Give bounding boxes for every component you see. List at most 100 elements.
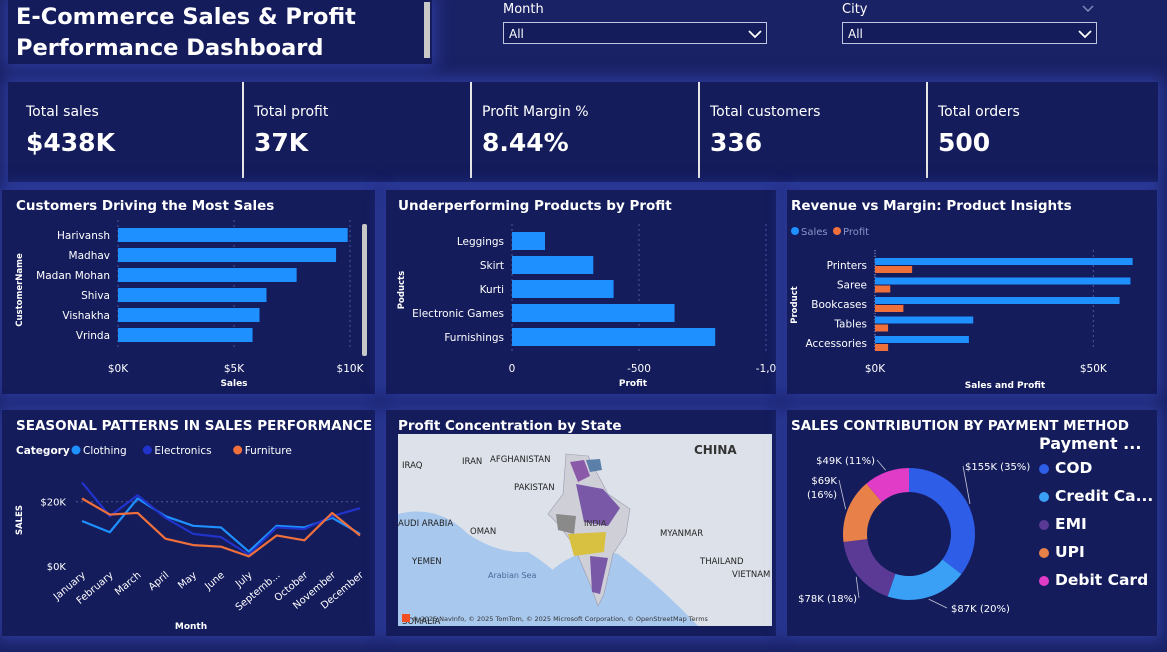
data-label: (16%) bbox=[807, 490, 837, 501]
category-label: Harivansh bbox=[57, 230, 110, 242]
kpi-divider bbox=[242, 82, 244, 178]
tick-label: 0 bbox=[509, 363, 516, 375]
kpi-label: Total orders bbox=[938, 104, 1020, 120]
category-label: Skirt bbox=[480, 260, 504, 272]
legend-dot bbox=[1039, 547, 1049, 558]
kpi-total-customers: Total customers 336 bbox=[692, 82, 920, 182]
map-label: IRAN bbox=[462, 457, 482, 467]
map-label: SOMALIA bbox=[402, 617, 440, 626]
legend-label: EMI bbox=[1055, 515, 1087, 533]
payment-legend: Payment ... COD Credit Ca... EMI UPI Deb… bbox=[1039, 434, 1153, 599]
tick-label: $5K bbox=[224, 363, 245, 375]
microsoft-logo-icon bbox=[402, 614, 410, 622]
state-region bbox=[556, 514, 576, 534]
bar bbox=[512, 328, 716, 346]
city-dropdown-value: All bbox=[848, 27, 863, 41]
category-label: Accessories bbox=[805, 338, 867, 350]
map-canvas: IRAQ IRAN AFGHANISTAN PAKISTAN CHINA IND… bbox=[398, 434, 772, 626]
leader-line bbox=[962, 465, 971, 504]
tick-label: $0K bbox=[47, 562, 67, 573]
sales-bar bbox=[875, 336, 969, 343]
revenue-margin-chart: Sales Profit Printers Saree Bookcases Tables A… bbox=[790, 227, 1133, 391]
kpi-value: 8.44% bbox=[482, 128, 569, 157]
month-dropdown-value: All bbox=[509, 27, 524, 41]
tick-label: $20K bbox=[40, 498, 66, 509]
legend-title: Payment ... bbox=[1039, 434, 1142, 453]
axis-label: Profit bbox=[619, 379, 648, 389]
donut-slice bbox=[843, 483, 882, 543]
dashboard-title-card: E-Commerce Sales & Profit Performance Da… bbox=[8, 0, 432, 64]
city-slicer-label: City bbox=[842, 2, 868, 17]
tick-label: $10K bbox=[337, 363, 365, 375]
bar bbox=[118, 228, 348, 242]
state-profit-map[interactable]: IRAQ IRAN AFGHANISTAN PAKISTAN CHINA IND… bbox=[398, 434, 772, 626]
customers-chart-card: Customers Driving the Most Sales Harivan… bbox=[2, 190, 375, 394]
sales-bar bbox=[875, 316, 974, 324]
legend-item-debit[interactable]: Debit Card bbox=[1039, 571, 1153, 599]
legend-item-cod[interactable]: COD bbox=[1039, 459, 1153, 487]
category-label: Vishakha bbox=[62, 310, 110, 322]
legend-label: Profit bbox=[843, 227, 869, 238]
category-label: Saree bbox=[837, 280, 867, 292]
leader-line bbox=[838, 479, 847, 510]
tick-label: $0K bbox=[108, 363, 129, 375]
map-label: CHINA bbox=[694, 443, 737, 457]
tick-label: June bbox=[202, 570, 227, 593]
kpi-label: Total sales bbox=[26, 104, 99, 120]
leader-line bbox=[928, 598, 948, 609]
state-region bbox=[570, 460, 590, 482]
category-label: Vrinda bbox=[76, 330, 110, 342]
legend-label: Clothing bbox=[83, 445, 127, 457]
kpi-divider bbox=[470, 82, 472, 178]
state-region bbox=[590, 556, 608, 594]
legend-label: Credit Ca... bbox=[1055, 487, 1154, 505]
tick-label: July bbox=[233, 570, 255, 591]
tick-label: -500 bbox=[627, 363, 651, 375]
series-line-electronics bbox=[81, 481, 361, 556]
sales-bar bbox=[875, 277, 1131, 285]
seasonal-chart-card: SEASONAL PATTERNS IN SALES PERFORMANCE C… bbox=[2, 410, 375, 636]
month-dropdown[interactable]: All bbox=[503, 22, 767, 44]
legend-dot bbox=[1039, 491, 1049, 502]
axis-label: Poducts bbox=[397, 271, 407, 309]
kpi-total-sales: Total sales $438K bbox=[8, 82, 236, 182]
legend-label: Debit Card bbox=[1055, 571, 1149, 589]
sales-bar bbox=[875, 258, 1133, 265]
map-label: VIETNAM bbox=[732, 570, 770, 580]
map-label: OMAN bbox=[470, 527, 496, 537]
bar bbox=[118, 288, 267, 302]
city-dropdown[interactable]: All bbox=[842, 22, 1097, 44]
chart-title: Underperforming Products by Profit bbox=[398, 198, 672, 214]
kpi-value: $438K bbox=[26, 128, 115, 157]
chart-title: Revenue vs Margin: Product Insights bbox=[791, 198, 1072, 214]
kpi-total-orders: Total orders 500 bbox=[920, 82, 1148, 182]
legend-dot bbox=[1039, 519, 1049, 530]
profit-bar bbox=[875, 305, 904, 312]
bar bbox=[118, 268, 297, 282]
legend-item-credit[interactable]: Credit Ca... bbox=[1039, 487, 1153, 515]
legend-dot bbox=[233, 445, 243, 455]
data-label: $49K (11%) bbox=[816, 456, 875, 467]
chevron-down-icon[interactable] bbox=[1082, 5, 1094, 13]
category-label: Tables bbox=[833, 319, 867, 331]
profit-bar bbox=[875, 324, 889, 332]
title-scrollbar[interactable] bbox=[424, 2, 430, 58]
kpi-divider bbox=[926, 82, 928, 178]
kpi-label: Total profit bbox=[254, 104, 329, 120]
india-outline bbox=[547, 453, 631, 607]
map-label: INDIA bbox=[584, 519, 607, 528]
category-label: Shiva bbox=[81, 290, 110, 302]
legend-dot bbox=[71, 445, 81, 455]
legend-dot bbox=[142, 445, 152, 455]
legend-item-emi[interactable]: EMI bbox=[1039, 515, 1153, 543]
month-slicer: Month All bbox=[503, 2, 767, 44]
map-label: MYANMAR bbox=[660, 529, 703, 539]
customers-bar-chart: Harivansh Madhav Madan Mohan Shiva Vishakha V… bbox=[15, 220, 367, 389]
bay-region bbox=[518, 551, 698, 626]
legend-item-upi[interactable]: UPI bbox=[1039, 543, 1153, 571]
axis-label: Sales bbox=[220, 379, 247, 389]
city-slicer: City All bbox=[842, 2, 1097, 44]
legend-label: Sales bbox=[801, 227, 828, 238]
data-label: $78K (18%) bbox=[798, 594, 857, 605]
tick-label: -1,0 bbox=[756, 363, 776, 375]
